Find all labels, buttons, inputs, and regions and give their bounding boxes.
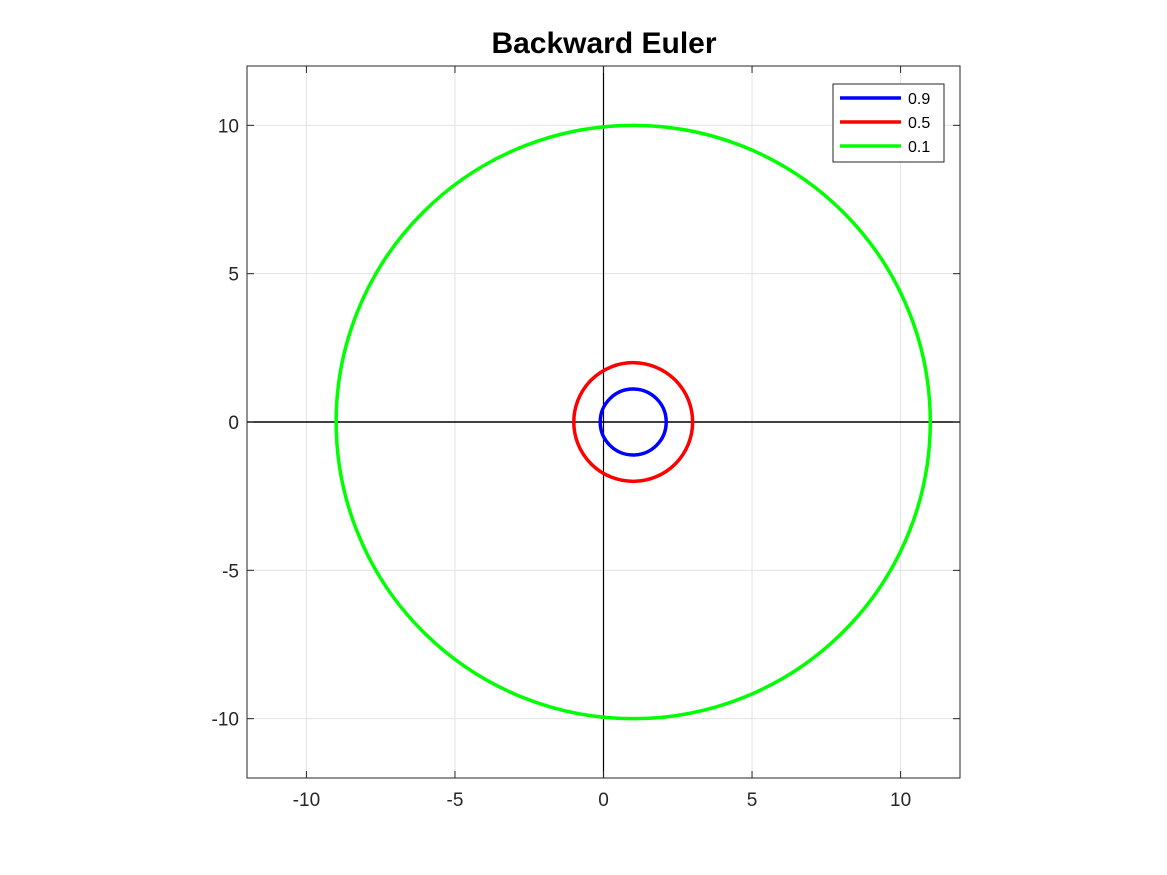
chart-title: Backward Euler xyxy=(491,27,716,60)
legend-label: 0.5 xyxy=(908,115,930,132)
legend-label: 0.1 xyxy=(908,139,930,156)
axis-ticks: -10 -5 0 5 10 10 5 0 -5 -10 xyxy=(212,66,960,811)
series-circle-0.9 xyxy=(598,387,668,457)
y-tick-label: -5 xyxy=(222,561,239,582)
series-circle-0.1 xyxy=(334,123,933,721)
x-tick-label: 10 xyxy=(890,790,911,811)
y-tick-label: 10 xyxy=(218,116,239,137)
y-tick-label: 5 xyxy=(228,265,239,286)
x-tick-label: 5 xyxy=(747,790,758,811)
legend: 0.9 0.5 0.1 xyxy=(832,83,945,163)
y-tick-label: 0 xyxy=(228,413,239,434)
legend-label: 0.9 xyxy=(908,91,930,108)
axis-zero-lines xyxy=(247,66,960,778)
x-tick-label: -5 xyxy=(447,790,464,811)
y-tick-label: -10 xyxy=(212,710,239,731)
x-tick-label: 0 xyxy=(598,790,609,811)
series-layer xyxy=(334,123,933,721)
series-circle-0.5 xyxy=(572,360,695,484)
x-tick-label: -10 xyxy=(293,790,320,811)
